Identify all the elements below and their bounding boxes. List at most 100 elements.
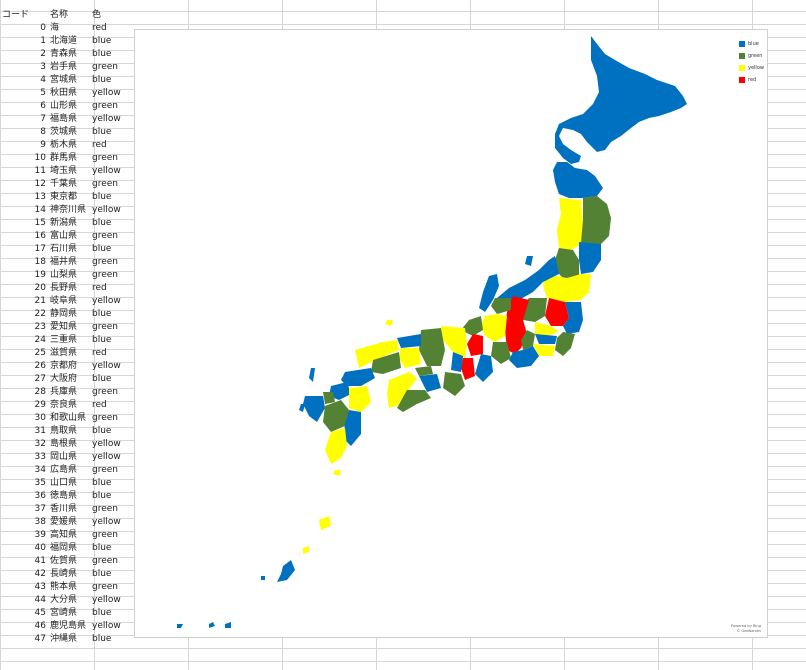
cell-name[interactable]: 東京都 bbox=[50, 192, 78, 202]
cell-color[interactable]: green bbox=[92, 387, 118, 397]
cell-name[interactable]: 神奈川県 bbox=[50, 205, 87, 215]
cell-name[interactable]: 三重県 bbox=[50, 335, 78, 345]
cell-code[interactable]: 18 bbox=[34, 257, 46, 267]
cell-name[interactable]: 佐賀県 bbox=[50, 556, 78, 566]
cell-name[interactable]: 静岡県 bbox=[50, 309, 78, 319]
cell-color[interactable]: blue bbox=[92, 218, 112, 228]
cell-color[interactable]: red bbox=[92, 400, 107, 410]
cell-color[interactable]: blue bbox=[92, 309, 112, 319]
cell-color[interactable]: blue bbox=[92, 49, 112, 59]
cell-name[interactable]: 青森県 bbox=[50, 49, 78, 59]
cell-color[interactable]: blue bbox=[92, 244, 112, 254]
cell-code[interactable]: 3 bbox=[40, 62, 46, 72]
cell-name[interactable]: 栃木県 bbox=[50, 140, 78, 150]
cell-color[interactable]: red bbox=[92, 140, 107, 150]
cell-name[interactable]: 大分県 bbox=[50, 595, 78, 605]
cell-color[interactable]: green bbox=[92, 582, 118, 592]
cell-color[interactable]: blue bbox=[92, 374, 112, 384]
cell-name[interactable]: 長野県 bbox=[50, 283, 78, 293]
cell-color[interactable]: green bbox=[92, 257, 118, 267]
cell-color[interactable]: blue bbox=[92, 608, 112, 618]
cell-name[interactable]: 兵庫県 bbox=[50, 387, 78, 397]
cell-color[interactable]: yellow bbox=[92, 296, 121, 306]
cell-name[interactable]: 長崎県 bbox=[50, 569, 78, 579]
cell-color[interactable]: yellow bbox=[92, 452, 121, 462]
cell-name[interactable]: 島根県 bbox=[50, 439, 78, 449]
cell-color[interactable]: green bbox=[92, 465, 118, 475]
cell-color[interactable]: red bbox=[92, 23, 107, 33]
cell-code[interactable]: 21 bbox=[34, 296, 46, 306]
cell-color[interactable]: green bbox=[92, 270, 118, 280]
cell-color[interactable]: blue bbox=[92, 75, 112, 85]
cell-color[interactable]: yellow bbox=[92, 595, 121, 605]
cell-code[interactable]: 44 bbox=[34, 595, 46, 605]
cell-name[interactable]: 愛媛県 bbox=[50, 517, 78, 527]
cell-color[interactable]: blue bbox=[92, 569, 112, 579]
cell-name[interactable]: 沖縄県 bbox=[50, 634, 78, 644]
header-name[interactable]: 名称 bbox=[50, 10, 69, 20]
cell-code[interactable]: 20 bbox=[34, 283, 46, 293]
cell-name[interactable]: 茨城県 bbox=[50, 127, 78, 137]
map-chart[interactable]: blue green yellow red Powered by Bing © … bbox=[134, 29, 768, 638]
cell-code[interactable]: 45 bbox=[34, 608, 46, 618]
cell-code[interactable]: 39 bbox=[34, 530, 46, 540]
cell-code[interactable]: 2 bbox=[40, 49, 46, 59]
cell-code[interactable]: 42 bbox=[34, 569, 46, 579]
cell-color[interactable]: blue bbox=[92, 36, 112, 46]
cell-code[interactable]: 28 bbox=[34, 387, 46, 397]
cell-color[interactable]: yellow bbox=[92, 205, 121, 215]
cell-color[interactable]: yellow bbox=[92, 621, 121, 631]
cell-color[interactable]: blue bbox=[92, 491, 112, 501]
cell-name[interactable]: 山梨県 bbox=[50, 270, 78, 280]
cell-color[interactable]: yellow bbox=[92, 114, 121, 124]
cell-name[interactable]: 秋田県 bbox=[50, 88, 78, 98]
cell-code[interactable]: 47 bbox=[34, 634, 46, 644]
cell-code[interactable]: 6 bbox=[40, 101, 46, 111]
cell-code[interactable]: 46 bbox=[34, 621, 46, 631]
cell-color[interactable]: yellow bbox=[92, 361, 121, 371]
cell-code[interactable]: 43 bbox=[34, 582, 46, 592]
cell-name[interactable]: 群馬県 bbox=[50, 153, 78, 163]
header-color[interactable]: 色 bbox=[92, 10, 102, 20]
cell-color[interactable]: blue bbox=[92, 335, 112, 345]
cell-code[interactable]: 16 bbox=[34, 231, 46, 241]
header-code[interactable]: コード bbox=[2, 10, 30, 20]
cell-color[interactable]: yellow bbox=[92, 88, 121, 98]
cell-name[interactable]: 愛知県 bbox=[50, 322, 78, 332]
cell-color[interactable]: blue bbox=[92, 543, 112, 553]
cell-name[interactable]: 滋賀県 bbox=[50, 348, 78, 358]
cell-code[interactable]: 8 bbox=[40, 127, 46, 137]
cell-name[interactable]: 福岡県 bbox=[50, 543, 78, 553]
cell-color[interactable]: blue bbox=[92, 192, 112, 202]
cell-name[interactable]: 鳥取県 bbox=[50, 426, 78, 436]
cell-code[interactable]: 4 bbox=[40, 75, 46, 85]
cell-color[interactable]: green bbox=[92, 62, 118, 72]
cell-code[interactable]: 14 bbox=[34, 205, 46, 215]
cell-name[interactable]: 海 bbox=[50, 23, 60, 33]
cell-code[interactable]: 9 bbox=[40, 140, 46, 150]
cell-code[interactable]: 22 bbox=[34, 309, 46, 319]
cell-name[interactable]: 富山県 bbox=[50, 231, 78, 241]
cell-color[interactable]: green bbox=[92, 322, 118, 332]
cell-code[interactable]: 27 bbox=[34, 374, 46, 384]
cell-color[interactable]: green bbox=[92, 153, 118, 163]
cell-name[interactable]: 岡山県 bbox=[50, 452, 78, 462]
cell-code[interactable]: 29 bbox=[34, 400, 46, 410]
cell-color[interactable]: green bbox=[92, 530, 118, 540]
cell-color[interactable]: green bbox=[92, 556, 118, 566]
cell-name[interactable]: 宮崎県 bbox=[50, 608, 78, 618]
cell-code[interactable]: 15 bbox=[34, 218, 46, 228]
cell-name[interactable]: 福井県 bbox=[50, 257, 78, 267]
cell-code[interactable]: 33 bbox=[34, 452, 46, 462]
cell-code[interactable]: 24 bbox=[34, 335, 46, 345]
cell-code[interactable]: 41 bbox=[34, 556, 46, 566]
cell-color[interactable]: blue bbox=[92, 478, 112, 488]
cell-name[interactable]: 岐阜県 bbox=[50, 296, 78, 306]
cell-name[interactable]: 高知県 bbox=[50, 530, 78, 540]
cell-name[interactable]: 和歌山県 bbox=[50, 413, 87, 423]
cell-code[interactable]: 36 bbox=[34, 491, 46, 501]
cell-name[interactable]: 香川県 bbox=[50, 504, 78, 514]
cell-name[interactable]: 京都府 bbox=[50, 361, 78, 371]
cell-color[interactable]: green bbox=[92, 504, 118, 514]
cell-color[interactable]: green bbox=[92, 413, 118, 423]
